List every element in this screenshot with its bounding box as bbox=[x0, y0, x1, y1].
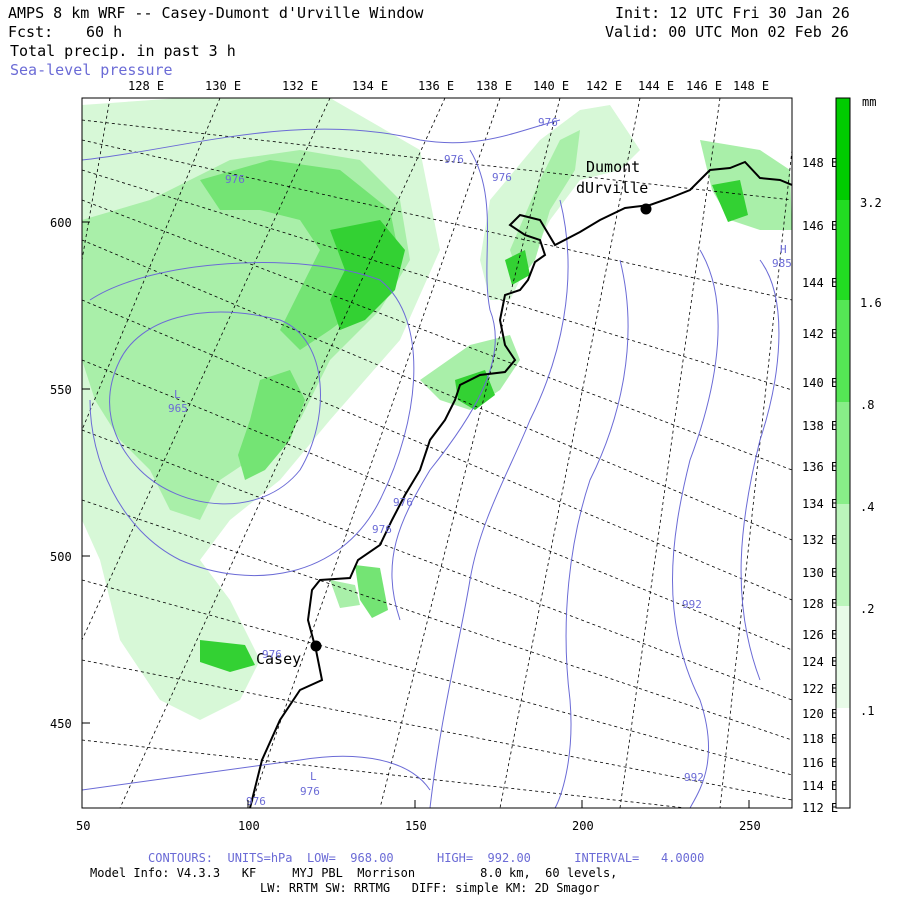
right-tick-label: 114 E bbox=[802, 779, 838, 793]
bottom-tick-label: 200 bbox=[572, 819, 594, 833]
colorbar-swatch bbox=[836, 708, 850, 808]
right-tick-label: 132 E bbox=[802, 533, 838, 547]
right-tick-label: 138 E bbox=[802, 419, 838, 433]
contour-label: 985 bbox=[772, 257, 792, 270]
casey-marker bbox=[310, 640, 322, 652]
high-center-label: H bbox=[780, 243, 787, 256]
right-tick-label: 136 E bbox=[802, 460, 838, 474]
right-tick-label: 122 E bbox=[802, 682, 838, 696]
colorbar-swatch bbox=[836, 200, 850, 300]
right-tick-label: 120 E bbox=[802, 707, 838, 721]
colorbar-swatch bbox=[836, 98, 850, 200]
map-title: AMPS 8 km WRF -- Casey-Dumont d'Urville … bbox=[8, 4, 424, 22]
right-tick-label: 116 E bbox=[802, 756, 838, 770]
contour-label: 976 bbox=[262, 648, 282, 661]
contour-label: 976 bbox=[225, 173, 245, 186]
top-tick-label: 144 E bbox=[638, 79, 674, 93]
right-tick-label: 118 E bbox=[802, 732, 838, 746]
colorbar: mm 3.2 1.6 .8 .4 .2 .1 bbox=[835, 95, 882, 809]
colorbar-label: 1.6 bbox=[860, 296, 882, 310]
colorbar-swatch bbox=[836, 504, 850, 606]
contour-label: 976 bbox=[246, 795, 266, 808]
bottom-tick-label: 250 bbox=[739, 819, 761, 833]
colorbar-swatch bbox=[836, 402, 850, 504]
graticule bbox=[82, 98, 792, 808]
contour-label: 976 bbox=[538, 116, 558, 129]
contour-label: 992 bbox=[684, 771, 704, 784]
contour-labels: 976 976 976 976 976 976 976 976 992 992 … bbox=[168, 116, 792, 808]
precip-shading bbox=[82, 98, 792, 720]
colorbar-swatch bbox=[836, 606, 850, 708]
colorbar-unit: mm bbox=[862, 95, 876, 109]
top-tick-label: 148 E bbox=[733, 79, 769, 93]
colorbar-label: .1 bbox=[860, 704, 874, 718]
map-frame bbox=[81, 97, 793, 809]
forecast-label: Fcst: bbox=[8, 23, 54, 41]
dumont-durville-marker bbox=[640, 203, 652, 215]
top-tick-label: 136 E bbox=[418, 79, 454, 93]
contour-label: 965 bbox=[168, 402, 188, 415]
dumont-label-line1: Dumont bbox=[586, 158, 640, 176]
contour-label: 976 bbox=[300, 785, 320, 798]
contour-label: 976 bbox=[372, 523, 392, 536]
model-info: Model Info: V4.3.3 KF MYJ PBL Morrison 8… bbox=[90, 866, 618, 880]
forecast-value: 60 h bbox=[86, 23, 123, 41]
low-center-label: L bbox=[174, 388, 181, 401]
dumont-label-line2: dUrville bbox=[576, 179, 648, 197]
left-tick-label: 600 bbox=[50, 216, 72, 230]
right-tick-label: 130 E bbox=[802, 566, 838, 580]
field-name: Total precip. in past 3 h bbox=[10, 42, 236, 60]
contour-label: 992 bbox=[682, 598, 702, 611]
contour-label: 976 bbox=[393, 496, 413, 509]
right-axis: 148 E 146 E 144 E 142 E 140 E 138 E 136 … bbox=[802, 156, 838, 815]
right-tick-label: 146 E bbox=[802, 219, 838, 233]
left-tick-label: 500 bbox=[50, 550, 72, 564]
coastline bbox=[249, 160, 792, 808]
pressure-contours bbox=[82, 119, 780, 808]
right-tick-label: 148 E bbox=[802, 156, 838, 170]
contour-label: 976 bbox=[444, 153, 464, 166]
physics-info: LW: RRTM SW: RRTMG DIFF: simple KM: 2D S… bbox=[260, 881, 600, 895]
right-tick-label: 126 E bbox=[802, 628, 838, 642]
bottom-tick-label: 50 bbox=[76, 819, 90, 833]
valid-time: Valid: 00 UTC Mon 02 Feb 26 bbox=[605, 23, 849, 41]
top-tick-label: 142 E bbox=[586, 79, 622, 93]
bottom-axis: 50 100 150 200 250 bbox=[76, 800, 761, 833]
bottom-tick-label: 100 bbox=[238, 819, 260, 833]
left-tick-label: 550 bbox=[50, 383, 72, 397]
contour-label: 976 bbox=[492, 171, 512, 184]
top-tick-label: 132 E bbox=[282, 79, 318, 93]
right-tick-label: 142 E bbox=[802, 327, 838, 341]
right-tick-label: 134 E bbox=[802, 497, 838, 511]
top-tick-label: 140 E bbox=[533, 79, 569, 93]
casey-label: Casey bbox=[256, 650, 301, 668]
top-axis: 128 E 130 E 132 E 134 E 136 E 138 E 140 … bbox=[128, 79, 769, 93]
colorbar-label: 3.2 bbox=[860, 196, 882, 210]
top-tick-label: 130 E bbox=[205, 79, 241, 93]
low-center-label: L bbox=[310, 770, 317, 783]
left-tick-label: 450 bbox=[50, 717, 72, 731]
top-tick-label: 128 E bbox=[128, 79, 164, 93]
top-tick-label: 134 E bbox=[352, 79, 388, 93]
right-tick-label: 144 E bbox=[802, 276, 838, 290]
right-tick-label: 124 E bbox=[802, 655, 838, 669]
left-axis: 600 550 500 450 bbox=[50, 216, 90, 731]
right-tick-label: 128 E bbox=[802, 597, 838, 611]
colorbar-label: .8 bbox=[860, 398, 874, 412]
contours-info: CONTOURS: UNITS=hPa LOW= 968.00 HIGH= 99… bbox=[148, 851, 705, 865]
top-tick-label: 146 E bbox=[686, 79, 722, 93]
init-time: Init: 12 UTC Fri 30 Jan 26 bbox=[615, 4, 850, 22]
bottom-tick-label: 150 bbox=[405, 819, 427, 833]
top-tick-label: 138 E bbox=[476, 79, 512, 93]
overlay-name: Sea-level pressure bbox=[10, 61, 173, 79]
right-tick-label: 140 E bbox=[802, 376, 838, 390]
colorbar-swatch bbox=[836, 300, 850, 402]
right-tick-label: 112 E bbox=[802, 801, 838, 815]
colorbar-label: .2 bbox=[860, 602, 874, 616]
colorbar-label: .4 bbox=[860, 500, 874, 514]
